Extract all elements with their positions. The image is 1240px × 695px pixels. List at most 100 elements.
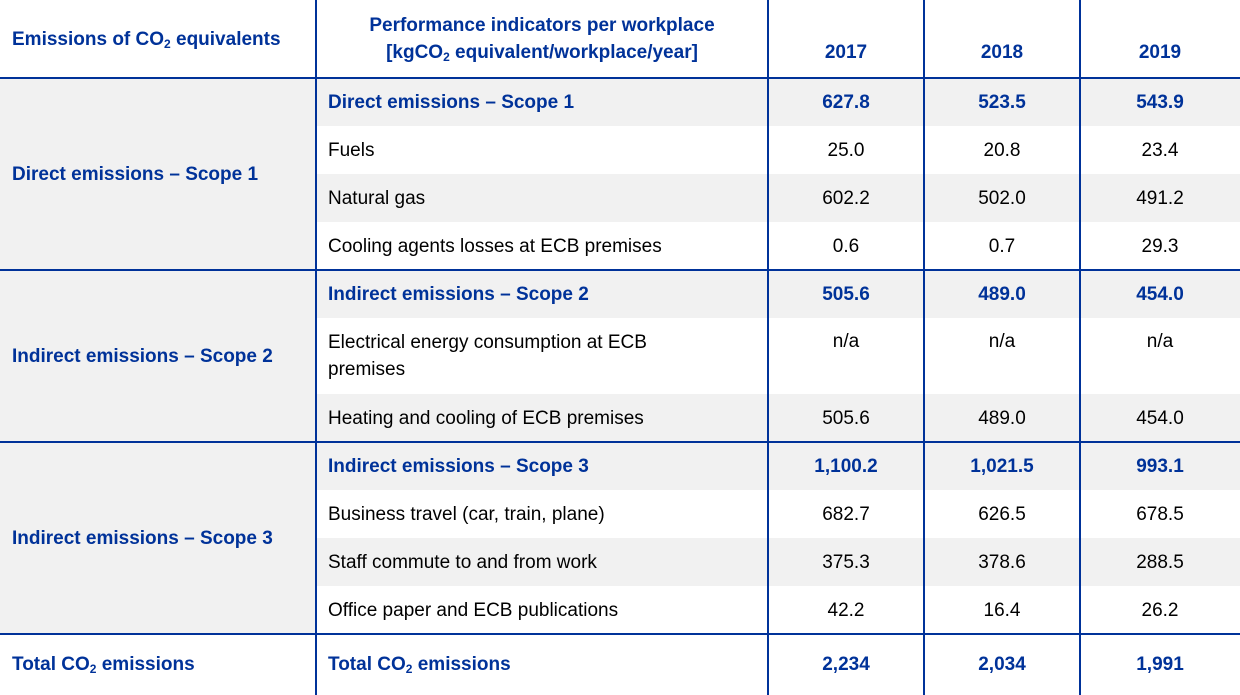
value-cell: 682.7 [768,490,924,538]
value-cell: 20.8 [924,126,1080,174]
indicator-cell: Indirect emissions – Scope 2 [328,270,708,318]
header-emissions-text: Emissions of CO2 equivalents [12,28,281,51]
value-cell-text: 543.9 [1136,91,1184,113]
value-cell: 23.4 [1080,126,1240,174]
column-divider [767,0,769,695]
total-indicator-text: Total CO2 emissions [328,654,511,676]
group-label: Indirect emissions – Scope 3 [0,442,316,634]
value-cell: 502.0 [924,174,1080,222]
value-cell-text: 523.5 [978,91,1026,113]
value-cell: 505.6 [768,270,924,318]
indicator-cell: Natural gas [328,174,708,222]
value-cell: 375.3 [768,538,924,586]
group-label-text: Indirect emissions – Scope 3 [12,527,273,549]
value-cell-text: 502.0 [978,187,1026,209]
value-cell: 505.6 [768,394,924,442]
indicator-cell-text: Electrical energy consumption at ECB pre… [328,332,647,380]
value-cell-text: n/a [988,331,1016,352]
value-cell: n/a [768,318,924,394]
value-cell-text: 25.0 [827,139,865,161]
value-cell-text: 1,100.2 [814,455,878,477]
total-value-text: 1,991 [1136,654,1184,675]
row-shading [316,538,1240,586]
value-cell-text: 288.5 [1136,551,1184,573]
value-cell: 489.0 [924,394,1080,442]
value-cell-text: 678.5 [1136,503,1184,525]
value-cell: 678.5 [1080,490,1240,538]
value-cell: 626.5 [924,490,1080,538]
group-label: Direct emissions – Scope 1 [0,78,316,270]
indicator-cell: Cooling agents losses at ECB premises [328,222,708,270]
value-cell-text: 26.2 [1141,599,1179,621]
row-shading [316,394,1240,442]
header-performance-indicators: Performance indicators per workplace [kg… [316,0,768,78]
total-label: Total CO2 emissions [0,634,316,695]
value-cell: 378.6 [924,538,1080,586]
row-divider [0,441,1240,443]
header-year-2019-text: 2019 [1138,42,1182,63]
row-divider [0,77,1240,79]
total-value: 2,234 [768,634,924,695]
total-label-text: Total CO2 emissions [12,654,195,676]
header-year-2018: 2018 [924,0,1080,78]
value-cell: 25.0 [768,126,924,174]
value-cell-text: 505.6 [822,283,870,305]
value-cell: 0.7 [924,222,1080,270]
value-cell-text: n/a [1146,331,1174,352]
indicator-cell-text: Direct emissions – Scope 1 [328,91,575,113]
indicator-cell-text: Natural gas [328,187,426,209]
value-cell-text: 489.0 [978,407,1026,429]
value-cell-text: 454.0 [1136,283,1184,305]
value-cell: n/a [1080,318,1240,394]
indicator-cell-text: Heating and cooling of ECB premises [328,407,644,429]
indicator-cell-text: Cooling agents losses at ECB premises [328,235,662,257]
value-cell-text: 378.6 [978,551,1026,573]
value-cell-text: 23.4 [1141,139,1179,161]
value-cell: 1,021.5 [924,442,1080,490]
header-year-2017-text: 2017 [824,42,868,63]
total-value: 2,034 [924,634,1080,695]
value-cell-text: 602.2 [822,187,870,209]
total-value: 1,991 [1080,634,1240,695]
total-value-text: 2,234 [822,654,870,675]
value-cell-text: 1,021.5 [970,455,1034,477]
indicator-cell-text: Fuels [328,139,375,161]
value-cell-text: 0.7 [988,235,1016,257]
value-cell: 16.4 [924,586,1080,634]
indicator-cell-text: Business travel (car, train, plane) [328,503,605,525]
value-cell: 29.3 [1080,222,1240,270]
value-cell-text: 627.8 [822,91,870,113]
indicator-cell: Direct emissions – Scope 1 [328,78,708,126]
value-cell: 543.9 [1080,78,1240,126]
indicator-cell: Indirect emissions – Scope 3 [328,442,708,490]
indicator-cell-text: Staff commute to and from work [328,551,597,573]
value-cell-text: 489.0 [978,283,1026,305]
value-cell-text: 375.3 [822,551,870,573]
total-indicator: Total CO2 emissions [328,634,768,695]
value-cell: 523.5 [924,78,1080,126]
value-cell: 602.2 [768,174,924,222]
value-cell-text: 16.4 [983,599,1021,621]
value-cell: 454.0 [1080,394,1240,442]
value-cell: 42.2 [768,586,924,634]
value-cell-text: 454.0 [1136,407,1184,429]
value-cell: 993.1 [1080,442,1240,490]
header-performance-indicators-text: Performance indicators per workplace [kg… [369,15,715,64]
value-cell-text: 993.1 [1136,455,1184,477]
row-divider [0,269,1240,271]
value-cell-text: 0.6 [832,235,860,257]
total-value-text: 2,034 [978,654,1026,675]
value-cell-text: 682.7 [822,503,870,525]
group-label-text: Direct emissions – Scope 1 [12,163,259,185]
row-shading [316,174,1240,222]
value-cell-text: n/a [832,331,860,352]
header-year-2018-text: 2018 [980,42,1024,63]
value-cell: 0.6 [768,222,924,270]
value-cell-text: 29.3 [1141,235,1179,257]
row-shading [316,270,1240,318]
value-cell-text: 626.5 [978,503,1026,525]
column-divider [923,0,925,695]
indicator-cell: Office paper and ECB publications [328,586,708,634]
column-divider [1079,0,1081,695]
